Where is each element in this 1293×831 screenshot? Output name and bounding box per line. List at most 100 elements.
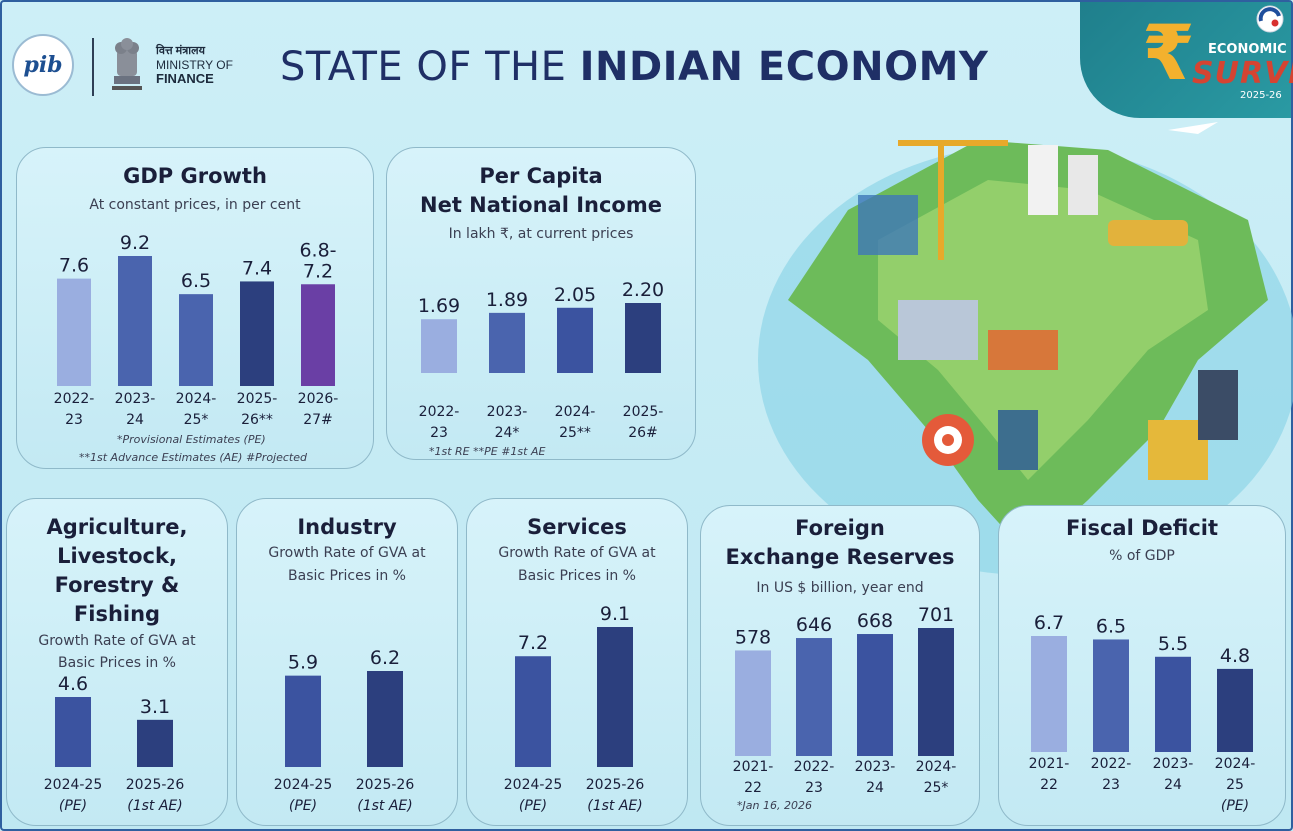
agri-value-label-0: 4.6 (58, 673, 88, 695)
fiscal-value-label-3: 4.8 (1220, 645, 1250, 667)
page-title-bold: INDIAN ECONOMY (579, 44, 989, 90)
gdp-category-label-0-0: 2022- (54, 391, 95, 407)
agri-subtitle-2: Basic Prices in % (58, 655, 176, 671)
fiscal-category-label-0-1: 22 (1040, 777, 1058, 793)
agri-category-label-0-1: (PE) (59, 798, 87, 814)
industry-value-label-0: 5.9 (288, 652, 318, 674)
pcni-bar-2 (557, 307, 593, 373)
forex-bar-3 (918, 628, 954, 756)
ministry-hindi: वित्त मंत्रालय (156, 45, 205, 57)
page-title: STATE OF THE INDIAN ECONOMY (280, 44, 988, 90)
pcni-bar-0 (421, 319, 457, 373)
rupee-symbol: ₹ (1142, 8, 1195, 97)
pcni-category-label-3-0: 2025- (623, 404, 664, 420)
forex-category-label-1-0: 2022- (794, 759, 835, 775)
fiscal-bar-2 (1155, 656, 1191, 752)
forex-category-label-2-0: 2023- (855, 759, 896, 775)
fiscal-category-label-0-0: 2021- (1029, 756, 1070, 772)
services-card: Services Growth Rate of GVA at Basic Pri… (466, 498, 688, 826)
services-bar-1 (597, 627, 633, 767)
gdp-value-label-2: 6.5 (181, 270, 211, 292)
agri-title-1: Agriculture, (46, 515, 188, 539)
national-emblem-icon (112, 38, 142, 90)
forex-title-1: Foreign (795, 516, 885, 540)
gdp-category-label-4-0: 2026- (298, 391, 339, 407)
services-category-label-1-1: (1st AE) (587, 798, 643, 814)
forex-bar-2 (857, 634, 893, 756)
fiscal-value-label-2: 5.5 (1158, 633, 1188, 655)
pcni-value-label-1: 1.89 (486, 289, 528, 311)
fiscal-category-label-3-0: 2024- (1215, 756, 1256, 772)
forex-bar-0 (735, 650, 771, 756)
gdp-growth-chart: 7.6 2022- 23 9.2 2023- 24 6.5 2024- 25* 7.4 2025- 2… (54, 232, 339, 428)
gdp-note-2: **1st Advance Estimates (AE) #Projected (79, 451, 307, 464)
industry-category-label-1-0: 2025-26 (356, 777, 415, 793)
industry-chart: 5.9 2024-25 (PE) 6.2 2025-26 (1st AE) (274, 647, 415, 814)
forex-bar-1 (796, 638, 832, 756)
fiscal-bar-3 (1217, 668, 1253, 752)
pcni-category-label-1-0: 2023- (487, 404, 528, 420)
gdp-category-label-3-0: 2025- (237, 391, 278, 407)
forex-category-label-1-1: 23 (805, 780, 823, 796)
fiscal-subtitle: % of GDP (1109, 548, 1175, 564)
forex-title-2: Exchange Reserves (725, 545, 955, 569)
ministry-line1: MINISTRY OF (156, 58, 233, 72)
ministry-label: वित्त मंत्रालय MINISTRY OF FINANCE (156, 44, 233, 86)
pcni-category-label-2-1: 25** (559, 425, 591, 441)
forex-reserves-card: Foreign Exchange Reserves In US $ billio… (700, 505, 980, 826)
pcni-bar-3 (625, 303, 661, 373)
industry-value-label-1: 6.2 (370, 647, 400, 669)
per-capita-income-chart: 1.69 2022- 23 1.89 2023- 24* 2.05 2024- 25** 2.20… (418, 279, 664, 441)
agri-category-label-1-0: 2025-26 (126, 777, 185, 793)
gdp-subtitle: At constant prices, in per cent (89, 197, 301, 213)
agriculture-card: Agriculture, Livestock, Forestry & Fishi… (6, 498, 228, 826)
pcni-subtitle: In lakh ₹, at current prices (448, 226, 634, 242)
gdp-bar-4 (301, 284, 335, 386)
badge-line1: ECONOMIC (1208, 42, 1287, 57)
pcni-value-label-3: 2.20 (622, 279, 664, 301)
page-title-light: STATE OF THE (280, 44, 567, 90)
forex-note: *Jan 16, 2026 (737, 799, 812, 812)
pcni-title-2: Net National Income (420, 193, 662, 217)
fiscal-category-label-3-2: (PE) (1221, 798, 1249, 814)
fiscal-bar-0 (1031, 636, 1067, 752)
forex-value-label-2: 668 (857, 610, 893, 632)
services-category-label-0-1: (PE) (519, 798, 547, 814)
pcni-category-label-0-1: 23 (430, 425, 448, 441)
industry-bar-0 (285, 675, 321, 767)
industry-card: Industry Growth Rate of GVA at Basic Pri… (236, 498, 458, 826)
forex-category-label-0-1: 22 (744, 780, 762, 796)
gdp-category-label-1-1: 24 (126, 412, 144, 428)
gdp-bar-2 (179, 294, 213, 386)
fiscal-category-label-1-1: 23 (1102, 777, 1120, 793)
gdp-category-label-2-0: 2024- (176, 391, 217, 407)
fiscal-deficit-card: Fiscal Deficit % of GDP 6.7 2021- 22 6.5 202… (998, 505, 1286, 826)
forex-value-label-3: 701 (918, 604, 954, 626)
agri-title-4: Fishing (73, 602, 161, 626)
fiscal-deficit-chart: 6.7 2021- 22 6.5 2022- 23 5.5 2023- 24 4.8 2024- 25… (1029, 612, 1256, 814)
forex-category-label-0-0: 2021- (733, 759, 774, 775)
forex-reserves-chart: 578 2021- 22 646 2022- 23 668 2023- 24 701 2024- 25… (733, 604, 957, 796)
logo-divider (92, 38, 94, 96)
gdp-value-label-4-0: 6.8- (299, 239, 336, 261)
forex-category-label-3-0: 2024- (916, 759, 957, 775)
agri-title-3: Forestry & (54, 573, 180, 597)
forex-category-label-3-1: 25* (924, 780, 949, 796)
gdp-category-label-0-1: 23 (65, 412, 83, 428)
industry-subtitle-2: Basic Prices in % (288, 568, 406, 584)
per-capita-income-card: Per Capita Net National Income In lakh ₹… (386, 147, 696, 460)
gdp-category-label-2-1: 25* (184, 412, 209, 428)
pcni-category-label-2-0: 2024- (555, 404, 596, 420)
services-chart: 7.2 2024-25 (PE) 9.1 2025-26 (1st AE) (504, 603, 645, 814)
pcni-category-label-0-0: 2022- (419, 404, 460, 420)
gdp-category-label-3-1: 26** (241, 412, 273, 428)
gdp-bar-1 (118, 256, 152, 386)
agriculture-chart: 4.6 2024-25 (PE) 3.1 2025-26 (1st AE) (44, 673, 185, 814)
fiscal-value-label-1: 6.5 (1096, 615, 1126, 637)
services-value-label-0: 7.2 (518, 632, 548, 654)
fiscal-title: Fiscal Deficit (1065, 516, 1219, 540)
gdp-title: GDP Growth (123, 164, 267, 188)
fiscal-category-label-2-0: 2023- (1153, 756, 1194, 772)
gdp-value-label-3: 7.4 (242, 257, 272, 279)
pib-logo: pib (12, 34, 74, 96)
